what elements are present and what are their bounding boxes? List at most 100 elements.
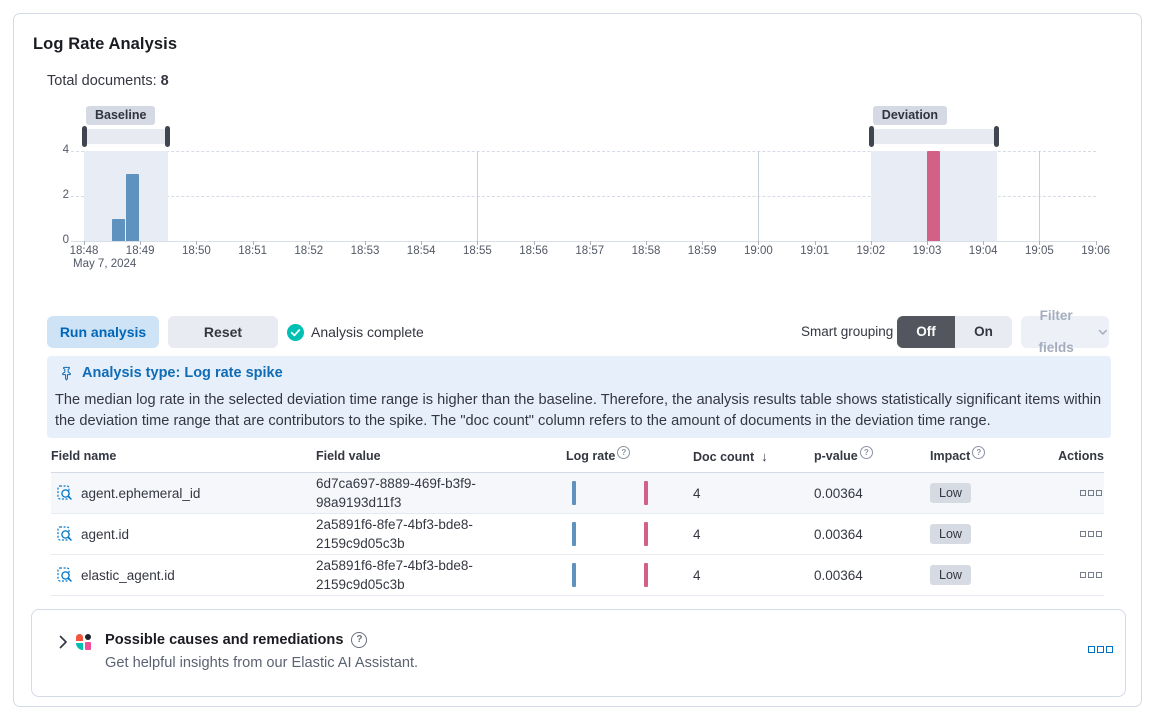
page-title: Log Rate Analysis (33, 35, 178, 53)
deviation-brush[interactable] (870, 129, 998, 144)
y-axis-label: 2 (62, 189, 69, 201)
x-axis-label: 19:03 (912, 245, 942, 257)
baseline-badge: Baseline (86, 106, 156, 125)
row-actions-button[interactable] (1080, 490, 1102, 496)
baseline-doc-count-bar (126, 173, 140, 241)
x-tick (702, 241, 704, 245)
smart-grouping-on-button[interactable]: On (955, 316, 1012, 348)
table-row: agent.id 2a5891f6-8fe7-4bf3-bde8-2159c9d… (51, 514, 1104, 555)
log-rate-cell (566, 473, 691, 513)
info-icon[interactable]: ? (972, 446, 986, 459)
info-icon[interactable]: ? (617, 446, 631, 459)
x-tick (533, 241, 535, 245)
x-axis-label: 18:48 (69, 245, 99, 257)
baseline-spark-bar (572, 563, 576, 587)
baseline-brush-left-handle[interactable] (82, 126, 87, 147)
reset-button[interactable]: Reset (168, 316, 278, 348)
panel-actions-button[interactable] (1088, 646, 1113, 653)
deviation-spark-bar (644, 481, 648, 505)
x-tick (84, 241, 85, 245)
x-tick (196, 241, 198, 245)
help-icon[interactable]: ? (351, 632, 368, 648)
baseline-brush[interactable] (84, 129, 169, 144)
baseline-brush-right-handle[interactable] (165, 126, 171, 147)
callout-title: Analysis type: Log rate spike (82, 365, 283, 381)
log-rate-cell (566, 514, 691, 554)
doc-count-cell: 4 (693, 567, 701, 583)
table-header-row: Field name Field value Log rate? Doc cou… (51, 446, 1104, 473)
field-value-cell: 2a5891f6-8fe7-4bf3-bde8-2159c9d05c3b (316, 558, 473, 592)
x-axis-label: 19:05 (1025, 245, 1054, 257)
smart-grouping-off-button[interactable]: Off (897, 316, 955, 348)
deviation-badge: Deviation (872, 106, 948, 125)
x-tick (252, 241, 254, 245)
total-documents-value: 8 (160, 73, 169, 89)
x-tick (477, 241, 479, 245)
column-header-field-name[interactable]: Field name (51, 449, 117, 463)
x-tick (421, 241, 423, 245)
column-header-actions: Actions (1058, 449, 1104, 463)
x-axis-label: 18:50 (182, 245, 211, 257)
column-header-impact[interactable]: Impact? (930, 446, 986, 463)
log-rate-sparkline (566, 555, 691, 595)
pushpin-icon (62, 366, 71, 380)
x-axis-label: 18:58 (631, 245, 661, 257)
deviation-brush-right-handle[interactable] (994, 126, 1000, 147)
deviation-spark-bar (644, 563, 648, 587)
x-axis-label: 19:04 (968, 245, 998, 257)
callout-title-row: Analysis type: Log rate spike (59, 365, 283, 381)
column-header-field-value[interactable]: Field value (316, 449, 381, 463)
smart-grouping-toggle: Off On (897, 316, 1012, 348)
elastic-ai-assistant-icon (76, 634, 92, 650)
analysis-status: Analysis complete (287, 316, 424, 348)
run-analysis-button[interactable]: Run analysis (47, 316, 159, 348)
p-value-cell: 0.00364 (814, 485, 863, 501)
table-row: agent.ephemeral_id 6d7ca697-8889-469f-b3… (51, 473, 1104, 514)
accordion-title-row[interactable]: Possible causes and remediations ? (105, 632, 368, 648)
y-gridline (71, 151, 1096, 152)
row-actions-button[interactable] (1080, 531, 1102, 537)
total-documents-label: Total documents: (47, 73, 157, 89)
x-axis-label: 18:54 (406, 245, 436, 257)
x-axis-label: 18:53 (350, 245, 380, 257)
field-name-cell: agent.ephemeral_id (57, 473, 200, 513)
row-actions-button[interactable] (1080, 572, 1102, 578)
x-tick (1039, 241, 1041, 245)
impact-badge: Low (930, 524, 971, 544)
column-header-log-rate[interactable]: Log rate? (566, 446, 631, 463)
info-icon[interactable]: ? (859, 446, 873, 459)
x-axis-label: 18:51 (238, 245, 267, 257)
x-axis-label: 18:55 (463, 245, 492, 257)
accordion-subtitle: Get helpful insights from our Elastic AI… (105, 655, 419, 671)
actions-cell (1080, 473, 1102, 513)
x-axis-label: 18:49 (125, 245, 155, 257)
field-statistics-icon[interactable] (57, 485, 73, 501)
analysis-type-callout: Analysis type: Log rate spike The median… (47, 356, 1111, 438)
ai-assistant-accordion[interactable]: Possible causes and remediations ? Get h… (31, 609, 1126, 697)
x-tick (646, 241, 647, 245)
log-rate-cell (566, 555, 691, 595)
column-header-p-value[interactable]: p-value? (814, 446, 873, 463)
deviation-brush-left-handle[interactable] (868, 126, 874, 147)
x-gridline (1039, 151, 1041, 241)
smart-grouping-label: Smart grouping (801, 324, 894, 339)
table-row: elastic_agent.id 2a5891f6-8fe7-4bf3-bde8… (51, 555, 1104, 596)
doc-count-cell: 4 (693, 485, 701, 501)
p-value-cell: 0.00364 (814, 526, 863, 542)
callout-body: The median log rate in the selected devi… (55, 392, 1102, 429)
chevron-right-icon[interactable] (55, 634, 71, 650)
x-tick (589, 241, 591, 245)
accordion-title: Possible causes and remediations (105, 632, 344, 648)
field-value-cell: 2a5891f6-8fe7-4bf3-bde8-2159c9d05c3b (316, 517, 473, 551)
filter-fields-label: Filter fields (1038, 308, 1074, 355)
baseline-spark-bar (572, 522, 576, 546)
field-statistics-icon[interactable] (57, 567, 73, 583)
column-header-doc-count[interactable]: Doc count ↓ (693, 449, 768, 464)
actions-cell (1080, 555, 1102, 595)
x-axis-label: 18:57 (575, 245, 605, 257)
x-tick (814, 241, 816, 245)
field-statistics-icon[interactable] (57, 526, 73, 542)
filter-fields-button[interactable]: Filter fields (1021, 308, 1109, 355)
x-axis-label: 19:00 (744, 245, 773, 257)
y-gridline (71, 196, 1096, 197)
